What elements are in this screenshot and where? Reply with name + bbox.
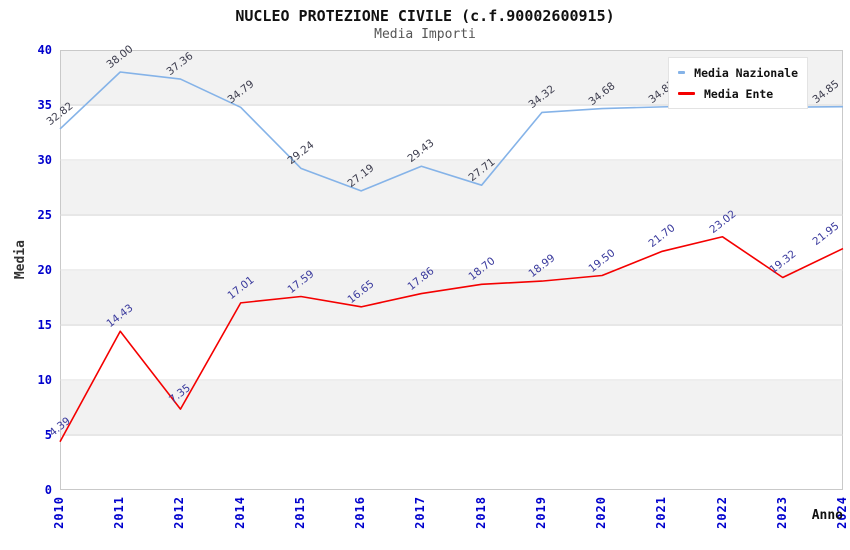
legend: Media Nazionale Media Ente [668, 57, 808, 109]
x-tick-label: 2017 [413, 496, 428, 529]
plot-area [60, 50, 843, 490]
x-tick-label: 2023 [774, 496, 789, 529]
x-tick-label: 2019 [533, 496, 548, 529]
legend-swatch-icon [678, 71, 686, 74]
x-tick-label: 2012 [172, 496, 187, 529]
x-tick-label: 2021 [654, 496, 669, 529]
y-tick-label: 5 [44, 428, 52, 442]
legend-item: Media Nazionale [678, 64, 798, 81]
x-tick-label: 2010 [52, 496, 66, 529]
y-tick-label: 35 [37, 98, 52, 112]
chart-title: NUCLEO PROTEZIONE CIVILE (c.f.9000260091… [235, 7, 615, 25]
x-tick-label: 2016 [353, 496, 368, 529]
y-axis-title: Media [13, 240, 28, 280]
legend-item-label: Media Ente [704, 86, 774, 101]
chart-subtitle: Media Importi [374, 27, 476, 42]
x-axis-title: Anno [811, 508, 843, 523]
y-tick-label: 15 [37, 318, 52, 332]
y-tick-label: 10 [37, 373, 52, 387]
x-tick-label: 2014 [232, 496, 247, 529]
x-tick-label: 2011 [112, 496, 127, 529]
x-tick-label: 2020 [594, 496, 609, 529]
x-tick-label: 2015 [292, 496, 307, 529]
y-tick-label: 40 [37, 43, 52, 57]
legend-item-label: Media Nazionale [694, 65, 798, 80]
y-tick-label: 30 [37, 153, 52, 167]
y-tick-label: 25 [37, 208, 52, 222]
legend-swatch-icon [678, 92, 695, 95]
y-tick-label: 20 [37, 263, 52, 277]
y-tick-label: 0 [44, 483, 52, 497]
x-tick-label: 2022 [714, 496, 729, 529]
legend-item: Media Ente [678, 85, 798, 102]
x-tick-label: 2018 [473, 496, 488, 529]
